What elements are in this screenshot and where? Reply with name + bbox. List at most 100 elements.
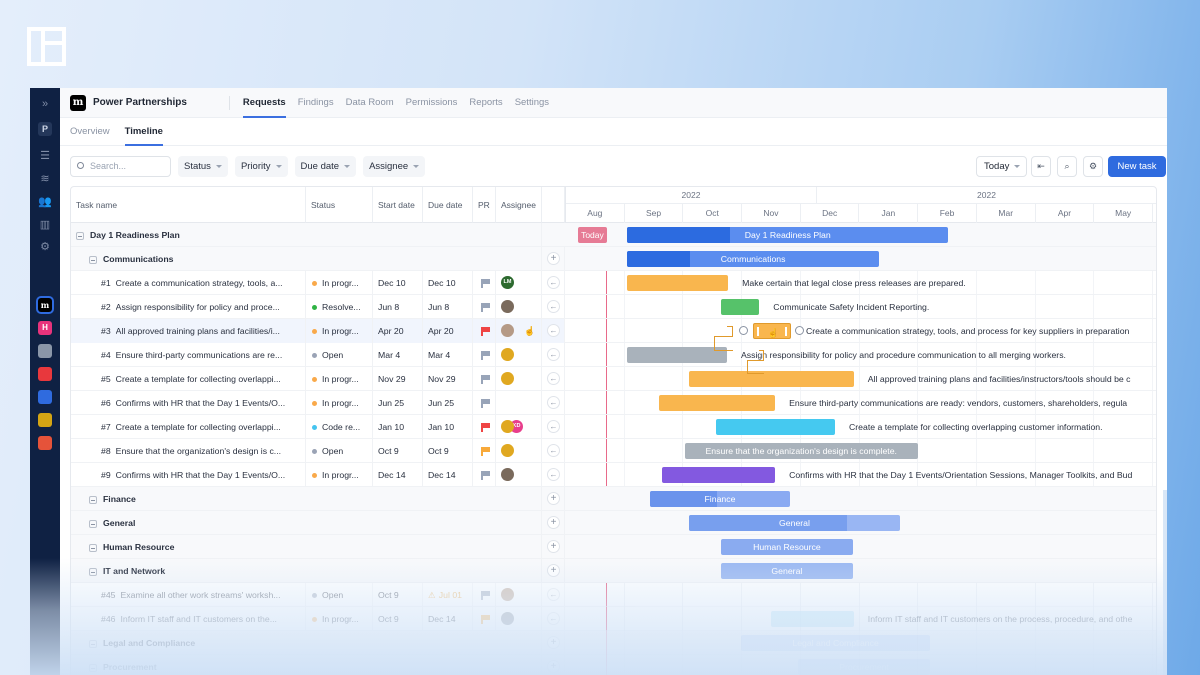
tab-findings[interactable]: Findings bbox=[297, 96, 334, 108]
resize-handle[interactable] bbox=[784, 327, 787, 336]
table-row[interactable]: #2 Assign responsibility for policy and p… bbox=[71, 295, 1156, 319]
status-cell[interactable]: Code re... bbox=[306, 415, 373, 439]
move-left-button[interactable]: ← bbox=[547, 468, 560, 481]
avatar[interactable] bbox=[501, 300, 514, 313]
priority-filter[interactable]: Priority bbox=[234, 156, 288, 177]
priority-cell[interactable] bbox=[473, 463, 496, 487]
group-row[interactable]: General + General bbox=[71, 511, 1156, 535]
col-status[interactable]: Status bbox=[306, 187, 373, 223]
table-row[interactable]: #5 Create a template for collecting overl… bbox=[71, 367, 1156, 391]
assignee-cell[interactable] bbox=[496, 607, 542, 631]
task-bar[interactable] bbox=[715, 419, 835, 435]
status-filter[interactable]: Status bbox=[178, 156, 228, 177]
assignee-cell[interactable] bbox=[496, 343, 542, 367]
task-name-cell[interactable]: #6 Confirms with HR that the Day 1 Events… bbox=[71, 391, 306, 415]
priority-cell[interactable] bbox=[473, 271, 496, 295]
priority-cell[interactable] bbox=[473, 343, 496, 367]
table-row[interactable]: #8 Ensure that the organization's design … bbox=[71, 439, 1156, 463]
assignee-cell[interactable] bbox=[496, 367, 542, 391]
assignee-cell[interactable] bbox=[496, 391, 542, 415]
app-switcher-icon[interactable]: m bbox=[38, 298, 52, 312]
task-name-cell[interactable]: #46 Inform IT staff and IT customers on t… bbox=[71, 607, 306, 631]
assignee-cell[interactable] bbox=[496, 463, 542, 487]
table-row[interactable]: #46 Inform IT staff and IT customers on t… bbox=[71, 607, 1156, 631]
task-name-cell[interactable]: #9 Confirms with HR that the Day 1 Events… bbox=[71, 463, 306, 487]
add-task-button[interactable]: + bbox=[547, 492, 560, 505]
collapse-icon[interactable] bbox=[89, 567, 97, 576]
status-cell[interactable]: In progr... bbox=[306, 463, 373, 487]
task-bar[interactable]: ☝ bbox=[752, 323, 791, 339]
tab-reports[interactable]: Reports bbox=[469, 96, 503, 108]
group-bar[interactable]: General bbox=[721, 563, 853, 579]
gear-icon[interactable]: ⚙ bbox=[40, 241, 50, 253]
collapse-icon[interactable] bbox=[89, 255, 97, 264]
assignee-cell[interactable]: KD bbox=[496, 415, 542, 439]
collapse-icon[interactable] bbox=[89, 663, 97, 672]
move-left-button[interactable]: ← bbox=[547, 420, 560, 433]
add-task-button[interactable]: + bbox=[547, 516, 560, 529]
task-name-cell[interactable]: #7 Create a template for collecting overl… bbox=[71, 415, 306, 439]
col-due-date[interactable]: Due date bbox=[423, 187, 473, 223]
group-row[interactable]: Finance + Finance bbox=[71, 487, 1156, 511]
status-cell[interactable]: Open bbox=[306, 583, 373, 607]
link-handle-left[interactable] bbox=[738, 326, 748, 335]
group-bar[interactable]: Procurement bbox=[798, 659, 931, 675]
task-name-cell[interactable]: #5 Create a template for collecting overl… bbox=[71, 367, 306, 391]
layers-icon[interactable]: ≋ bbox=[40, 173, 50, 185]
group-row[interactable]: Human Resource + Human Resource bbox=[71, 535, 1156, 559]
group-row[interactable]: IT and Network + General bbox=[71, 559, 1156, 583]
move-left-button[interactable]: ← bbox=[547, 588, 560, 601]
tab-requests[interactable]: Requests bbox=[242, 88, 286, 118]
chart-icon[interactable]: ▥ bbox=[39, 219, 51, 231]
group-row[interactable]: Day 1 Readiness Plan Day 1 Readiness Plan bbox=[71, 223, 1156, 247]
task-bar[interactable] bbox=[658, 395, 776, 411]
group-bar[interactable]: Legal and Compliance bbox=[741, 635, 931, 651]
app-switcher-icon[interactable] bbox=[38, 367, 52, 381]
collapse-icon[interactable] bbox=[89, 519, 97, 528]
assignee-filter[interactable]: Assignee bbox=[363, 156, 426, 177]
group-bar[interactable]: Communications bbox=[627, 251, 880, 267]
add-task-button[interactable]: + bbox=[547, 636, 560, 649]
resize-handle[interactable] bbox=[756, 327, 759, 336]
group-row[interactable]: Legal and Compliance + Legal and Complianc… bbox=[71, 631, 1156, 655]
task-bar[interactable] bbox=[771, 611, 854, 627]
collapse-icon[interactable] bbox=[89, 495, 97, 504]
task-name-cell[interactable]: #2 Assign responsibility for policy and p… bbox=[71, 295, 306, 319]
task-name-cell[interactable]: #4 Ensure third-party communications are … bbox=[71, 343, 306, 367]
move-left-button[interactable]: ← bbox=[547, 612, 560, 625]
group-bar[interactable]: Day 1 Readiness Plan bbox=[627, 227, 949, 243]
task-name-cell[interactable]: #1 Create a communication strategy, tools… bbox=[71, 271, 306, 295]
status-cell[interactable]: In progr... bbox=[306, 391, 373, 415]
add-task-button[interactable]: + bbox=[547, 252, 560, 265]
app-switcher-icon[interactable] bbox=[38, 436, 52, 450]
add-task-button[interactable]: + bbox=[547, 564, 560, 577]
tab-overview[interactable]: Overview bbox=[70, 125, 110, 137]
col-task-name[interactable]: Task name bbox=[71, 187, 306, 223]
move-left-button[interactable]: ← bbox=[547, 300, 560, 313]
priority-cell[interactable] bbox=[473, 367, 496, 391]
avatar[interactable] bbox=[501, 468, 514, 481]
users-icon[interactable]: 👥 bbox=[38, 196, 52, 208]
table-row[interactable]: #45 Examine all other work streams' works… bbox=[71, 583, 1156, 607]
assignee-cell[interactable] bbox=[496, 439, 542, 463]
avatar[interactable] bbox=[501, 324, 514, 337]
priority-cell[interactable] bbox=[473, 439, 496, 463]
avatar[interactable] bbox=[501, 348, 514, 361]
task-bar[interactable] bbox=[721, 299, 760, 315]
new-task-button[interactable]: New task bbox=[1108, 156, 1166, 177]
group-row[interactable]: Procurement + Procurement bbox=[71, 655, 1156, 675]
app-switcher-icon[interactable] bbox=[38, 413, 52, 427]
group-bar[interactable]: General bbox=[688, 515, 901, 531]
project-name[interactable]: Power Partnerships bbox=[93, 97, 187, 108]
col-assignee[interactable]: Assignee bbox=[496, 187, 542, 223]
task-bar[interactable] bbox=[661, 467, 776, 483]
table-row[interactable]: #1 Create a communication strategy, tools… bbox=[71, 271, 1156, 295]
priority-cell[interactable] bbox=[473, 583, 496, 607]
avatar[interactable] bbox=[501, 420, 514, 433]
task-bar[interactable] bbox=[627, 347, 727, 363]
tab-settings[interactable]: Settings bbox=[514, 96, 550, 108]
move-left-button[interactable]: ← bbox=[547, 348, 560, 361]
tab-timeline[interactable]: Timeline bbox=[124, 118, 164, 146]
avatar[interactable] bbox=[501, 612, 514, 625]
priority-cell[interactable] bbox=[473, 295, 496, 319]
